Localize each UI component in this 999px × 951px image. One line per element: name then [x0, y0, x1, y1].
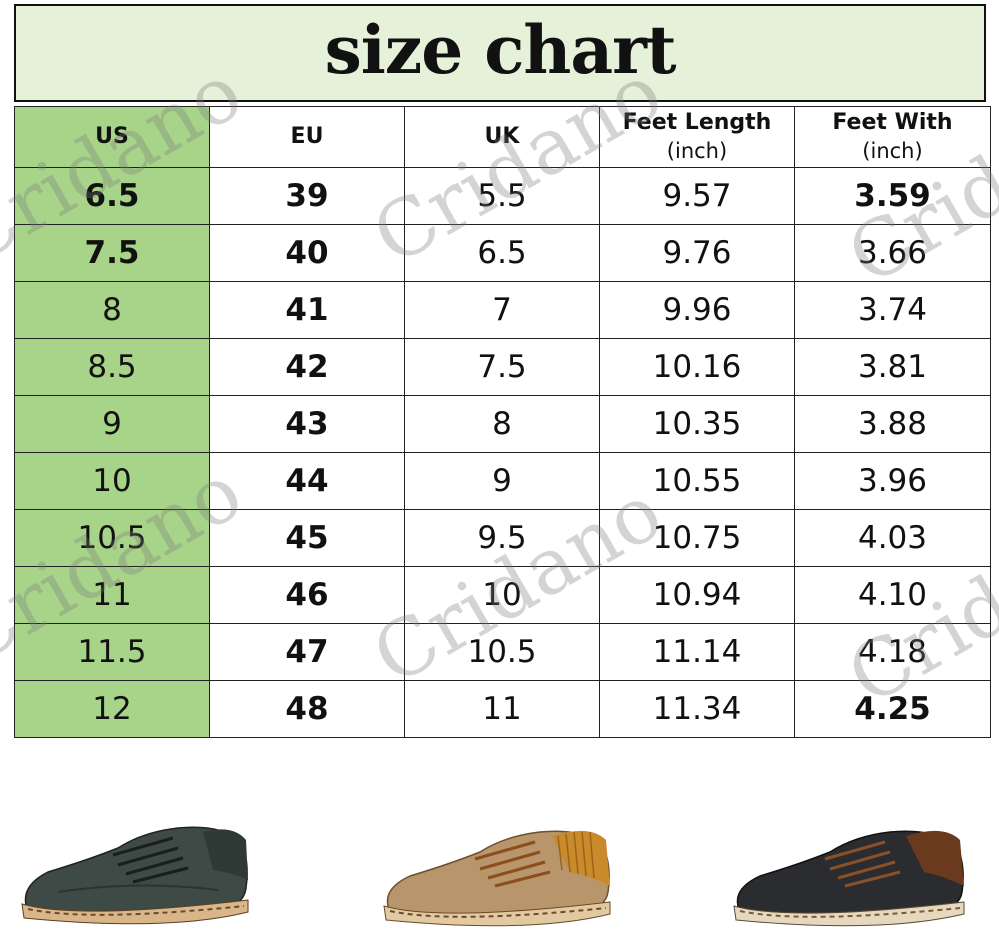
table-row: 11.5 47 10.5 11.14 4.18: [14, 623, 991, 681]
cell-eu: 46: [209, 566, 405, 624]
cell-eu: 40: [209, 224, 405, 282]
cell-feet-length: 9.57: [599, 167, 795, 225]
cell-eu: 41: [209, 281, 405, 339]
cell-us: 10.5: [14, 509, 210, 567]
product-images: [0, 800, 999, 950]
header-uk: UK: [404, 106, 600, 168]
table-row: 12 48 11 11.34 4.25: [14, 680, 991, 738]
cell-us: 6.5: [14, 167, 210, 225]
cell-feet-width: 4.18: [794, 623, 991, 681]
cell-uk: 7.5: [404, 338, 600, 396]
cell-feet-length: 9.76: [599, 224, 795, 282]
black-shoe-image: [733, 830, 965, 927]
header-feet-length-unit: (inch): [666, 139, 728, 163]
table-row: 9 43 8 10.35 3.88: [14, 395, 991, 453]
table-body: 6.5 39 5.5 9.57 3.59 7.5 40 6.5 9.76 3.66 8 41 7 9.96…: [14, 167, 991, 738]
table-header-row: US EU UK Feet Length (inch) Feet With (i…: [14, 106, 991, 168]
cell-eu: 43: [209, 395, 405, 453]
cell-us: 9: [14, 395, 210, 453]
size-chart-table: US EU UK Feet Length (inch) Feet With (i…: [14, 106, 991, 738]
table-row: 10 44 9 10.55 3.96: [14, 452, 991, 510]
header-feet-width-unit: (inch): [862, 139, 923, 163]
header-us: US: [14, 106, 210, 168]
table-row: 8.5 42 7.5 10.16 3.81: [14, 338, 991, 396]
cell-feet-length: 10.75: [599, 509, 795, 567]
cell-eu: 45: [209, 509, 405, 567]
page-title: size chart: [324, 11, 677, 89]
cell-feet-width: 3.96: [794, 452, 991, 510]
header-feet-width: Feet With (inch): [794, 106, 991, 168]
header-feet-length-label: Feet Length: [622, 110, 772, 135]
table-row: 10.5 45 9.5 10.75 4.03: [14, 509, 991, 567]
cell-uk: 9.5: [404, 509, 600, 567]
cell-eu: 47: [209, 623, 405, 681]
table-row: 7.5 40 6.5 9.76 3.66: [14, 224, 991, 282]
table-row: 6.5 39 5.5 9.57 3.59: [14, 167, 991, 225]
cell-us: 12: [14, 680, 210, 738]
cell-feet-length: 10.35: [599, 395, 795, 453]
cell-us: 8: [14, 281, 210, 339]
cell-feet-width: 3.88: [794, 395, 991, 453]
cell-feet-length: 11.14: [599, 623, 795, 681]
cell-uk: 10.5: [404, 623, 600, 681]
cell-eu: 42: [209, 338, 405, 396]
cell-us: 7.5: [14, 224, 210, 282]
cell-feet-length: 11.34: [599, 680, 795, 738]
cell-uk: 10: [404, 566, 600, 624]
cell-feet-width: 4.10: [794, 566, 991, 624]
cell-us: 8.5: [14, 338, 210, 396]
green-shoe-image: [21, 826, 249, 925]
cell-eu: 39: [209, 167, 405, 225]
cell-feet-width: 4.03: [794, 509, 991, 567]
cell-us: 10: [14, 452, 210, 510]
cell-eu: 48: [209, 680, 405, 738]
cell-us: 11: [14, 566, 210, 624]
cell-feet-width: 4.25: [794, 680, 991, 738]
khaki-shoe-image: [383, 830, 611, 927]
cell-feet-length: 9.96: [599, 281, 795, 339]
cell-feet-length: 10.16: [599, 338, 795, 396]
title-banner: size chart: [14, 4, 986, 102]
cell-uk: 6.5: [404, 224, 600, 282]
cell-eu: 44: [209, 452, 405, 510]
cell-uk: 9: [404, 452, 600, 510]
cell-uk: 5.5: [404, 167, 600, 225]
cell-feet-width: 3.74: [794, 281, 991, 339]
header-eu: EU: [209, 106, 405, 168]
cell-feet-length: 10.55: [599, 452, 795, 510]
cell-feet-width: 3.66: [794, 224, 991, 282]
cell-feet-width: 3.81: [794, 338, 991, 396]
cell-us: 11.5: [14, 623, 210, 681]
table-row: 8 41 7 9.96 3.74: [14, 281, 991, 339]
cell-feet-width: 3.59: [794, 167, 991, 225]
cell-uk: 8: [404, 395, 600, 453]
cell-uk: 11: [404, 680, 600, 738]
table-row: 11 46 10 10.94 4.10: [14, 566, 991, 624]
header-feet-length: Feet Length (inch): [599, 106, 795, 168]
cell-uk: 7: [404, 281, 600, 339]
header-feet-width-label: Feet With: [832, 110, 953, 135]
cell-feet-length: 10.94: [599, 566, 795, 624]
